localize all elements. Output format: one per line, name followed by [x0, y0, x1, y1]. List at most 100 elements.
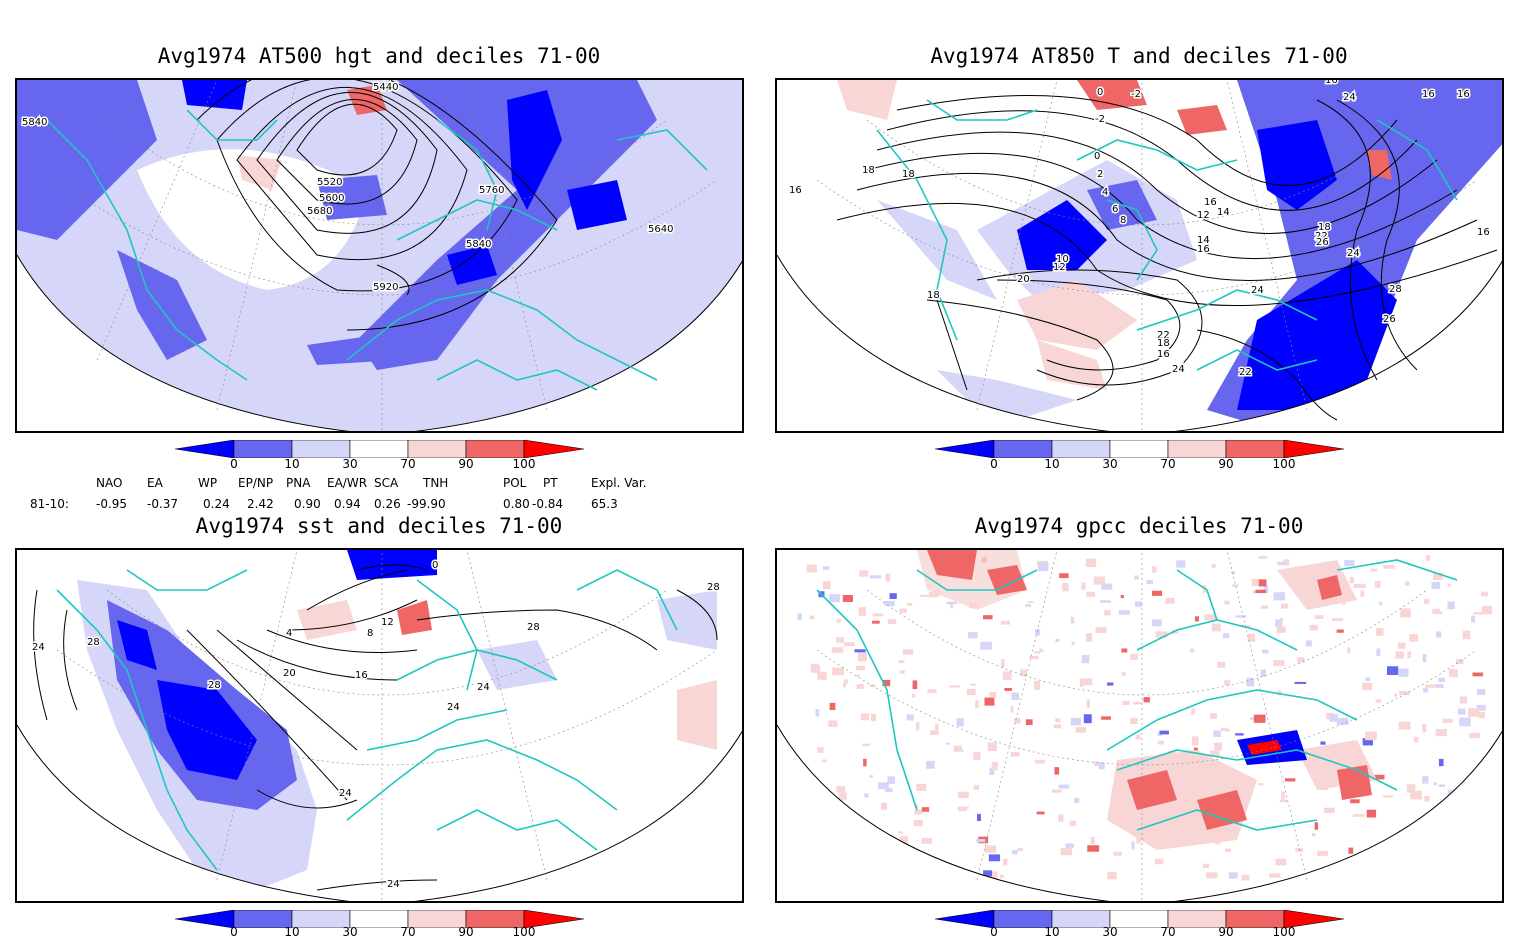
- decile-dark-blue-area: [567, 180, 627, 230]
- precip-cell: [1235, 615, 1247, 618]
- precip-cell: [1410, 790, 1422, 800]
- precip-cell: [1075, 727, 1087, 733]
- precip-cell: [1224, 729, 1230, 732]
- precip-cell: [945, 742, 950, 745]
- precip-cell: [822, 566, 830, 570]
- index-header: PNA: [286, 476, 311, 490]
- precip-cell: [1100, 600, 1111, 603]
- precip-cell: [1279, 618, 1284, 622]
- precip-cell: [1217, 661, 1226, 668]
- map-gpcc-svg: [777, 550, 1502, 901]
- precip-cell: [902, 649, 914, 655]
- precip-cell: [1349, 576, 1354, 584]
- precip-cell: [1002, 671, 1012, 681]
- precip-cell: [1247, 633, 1256, 642]
- coastlines: [816, 559, 1458, 831]
- index-value: 0.24: [203, 497, 230, 511]
- precip-cell: [1260, 669, 1266, 677]
- precip-cell: [1062, 582, 1069, 592]
- sst-contours: [33, 564, 718, 891]
- precip-cell: [1172, 630, 1179, 634]
- precip-cell: [884, 600, 895, 607]
- precip-cell: [1155, 631, 1168, 638]
- contour-label: 16: [789, 185, 802, 196]
- precip-cell: [810, 663, 819, 673]
- contour-label: 5600: [319, 193, 344, 204]
- precip-cell: [1372, 774, 1385, 780]
- precip-cell: [1131, 841, 1135, 850]
- precip-cell: [882, 679, 891, 687]
- contour-label: -2: [1131, 89, 1141, 100]
- precip-cell: [1154, 858, 1164, 865]
- precip-cell: [1406, 784, 1416, 793]
- precip-cell: [1251, 578, 1260, 587]
- precip-cell: [881, 802, 888, 810]
- precip-cell: [928, 591, 938, 598]
- precip-cell: [921, 807, 930, 812]
- index-row-label: 81-10:: [30, 497, 69, 511]
- index-header: POL: [503, 476, 527, 490]
- index-header: EA: [147, 476, 163, 490]
- colorbar-4-scale: [934, 909, 1345, 929]
- precip-cell: [1191, 736, 1199, 746]
- precip-cell: [1051, 789, 1062, 793]
- colorbar-2-scale: [934, 439, 1345, 459]
- precip-cell: [1107, 682, 1114, 686]
- precip-cell: [898, 660, 905, 664]
- precip-cell: [1035, 629, 1041, 636]
- precip-cell: [958, 809, 967, 812]
- precip-cell: [907, 602, 913, 606]
- precip-cell: [797, 613, 802, 621]
- precip-cell: [1275, 858, 1287, 866]
- precip-cell: [1011, 692, 1019, 700]
- contour-label: 0: [1097, 87, 1103, 98]
- precip-cell: [854, 649, 866, 653]
- precip-cell: [1113, 851, 1122, 856]
- precip-cell: [1422, 776, 1429, 784]
- precip-cell: [1382, 795, 1394, 798]
- precip-cell: [809, 615, 815, 620]
- precip-cell: [1058, 784, 1070, 789]
- precip-cell: [898, 831, 904, 834]
- colorbar-label: 0: [230, 457, 238, 471]
- map-panel-sst: 24 28 28 20 16 12 8 4 0 24 24 28 28 24 24 24: [15, 548, 744, 903]
- precip-cell: [989, 767, 995, 776]
- decile-light-red-area: [237, 155, 282, 190]
- contour-label: 24: [32, 642, 45, 653]
- decile-dark-blue-area: [1237, 260, 1397, 410]
- decile-mid-blue-area: [117, 250, 207, 360]
- precip-cell: [1228, 872, 1238, 879]
- contour-labels: 5440 5520 5600 5680 5760 5840 5640 5920 5840: [21, 81, 675, 295]
- precip-cell: [1246, 677, 1255, 687]
- precip-cell: [1118, 610, 1130, 615]
- precip-cell: [1314, 615, 1324, 620]
- panel-3-title: Avg1974 sst and deciles 71-00: [195, 514, 563, 538]
- precip-cell: [1258, 579, 1267, 587]
- precip-cell: [1130, 717, 1138, 725]
- precip-cell: [1232, 584, 1239, 587]
- precip-cell: [1081, 582, 1086, 590]
- precip-cell: [1398, 690, 1410, 696]
- precip-cell: [887, 776, 895, 784]
- precip-cell: [1029, 655, 1039, 660]
- colorbar-label: 30: [342, 925, 358, 939]
- precip-cell: [1260, 605, 1269, 609]
- contour-label: 28: [1389, 284, 1402, 295]
- precip-cell: [1027, 600, 1034, 604]
- precip-cell: [1017, 848, 1024, 852]
- precip-cell: [806, 564, 817, 573]
- contour-label: 4: [1102, 187, 1108, 198]
- contour-label: 24: [339, 788, 352, 799]
- precip-cell: [1176, 560, 1186, 568]
- precip-cell: [1422, 688, 1428, 693]
- precip-cell: [1422, 653, 1427, 663]
- precip-cell: [1189, 648, 1195, 653]
- precip-cell: [983, 870, 993, 877]
- decile-mid-blue-area: [357, 80, 657, 370]
- contour-label: 5640: [648, 224, 673, 235]
- precip-cell: [1400, 608, 1411, 618]
- precip-cell: [946, 601, 957, 605]
- index-header: EP/NP: [238, 476, 274, 490]
- precip-cell: [1038, 562, 1049, 572]
